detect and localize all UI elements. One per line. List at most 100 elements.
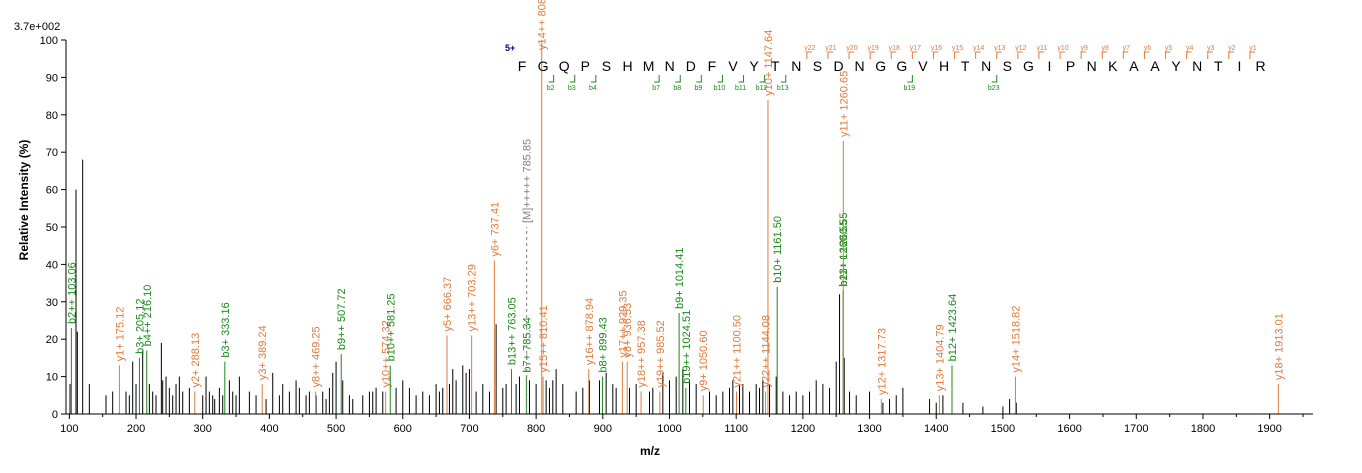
- sequence-residue: T: [1214, 58, 1223, 74]
- sequence-residue: I: [1048, 58, 1052, 74]
- peak-label: y8++ 469.25: [311, 326, 323, 387]
- peak-label: y16++ 878.94: [584, 298, 596, 365]
- y-ion-marker-label: y9: [1080, 45, 1088, 52]
- peak-label: b4++ 216.10: [142, 285, 154, 347]
- sequence-residue: K: [1108, 58, 1118, 74]
- y-ion-marker-label: y14: [973, 45, 984, 52]
- x-tick-label: 600: [394, 423, 412, 435]
- b-ion-marker-label: b19: [904, 85, 916, 92]
- x-tick-label: 1800: [1191, 423, 1215, 435]
- sequence-residue: H: [622, 58, 632, 74]
- y-ion-marker-label: y22: [804, 45, 815, 52]
- peak-label: b7+ 785.34: [521, 317, 533, 372]
- sequence-residue: D: [833, 58, 843, 74]
- sequence-residue: N: [1192, 58, 1202, 74]
- y-ion-marker-label: y21: [825, 45, 836, 52]
- sequence-residue: G: [1023, 58, 1034, 74]
- x-tick-label: 1100: [724, 423, 748, 435]
- peak-label: y14+ 1518.82: [1010, 306, 1022, 373]
- sequence-residue: N: [981, 58, 991, 74]
- x-tick-label: 1000: [657, 423, 681, 435]
- peak-label: y18+ 1913.01: [1273, 313, 1285, 380]
- b-ion-marker-label: b2: [547, 85, 555, 92]
- peak-label: b9++ 507.72: [336, 288, 348, 350]
- y-tick-label: 100: [40, 35, 58, 47]
- peak-label: y14++ 808.4: [537, 0, 549, 50]
- b-ion-marker: [569, 75, 576, 83]
- y-ticks: 0 10 20 30 40 50 60 70 80 90 100: [40, 35, 66, 421]
- b-ion-marker: [717, 75, 723, 83]
- sequence-residue: I: [1237, 58, 1241, 74]
- sequence-residue: G: [875, 58, 886, 74]
- y-ion-marker: [806, 51, 812, 59]
- b-ion-marker-label: b13: [777, 85, 789, 92]
- sequence-residue: V: [728, 58, 738, 74]
- x-tick-label: 200: [127, 423, 145, 435]
- sequence-residue: G: [896, 58, 907, 74]
- y-ion-marker-label: y7: [1123, 45, 1131, 52]
- y-tick-label: 40: [46, 259, 58, 271]
- y-ion-marker: [827, 51, 833, 59]
- y-ion-marker-label: y13: [994, 45, 1005, 52]
- y-ion-marker: [911, 51, 918, 59]
- y-ion-marker-label: y4: [1186, 45, 1194, 52]
- x-tick-label: 1700: [1124, 423, 1148, 435]
- unlabeled-peaks: [69, 159, 1017, 414]
- b-ion-marker-label: b10: [714, 85, 726, 92]
- y-ion-marker-label: y6: [1144, 45, 1152, 52]
- peak-label: y21++ 1100.50: [732, 315, 744, 388]
- y-ion-marker: [932, 51, 939, 59]
- y-ion-marker: [1207, 51, 1213, 59]
- b-ion-marker-label: b23: [988, 85, 1000, 92]
- y-tick-label: 70: [46, 147, 58, 159]
- peak-label: y15++ 810.41: [538, 305, 550, 372]
- b-ion-marker: [759, 75, 766, 83]
- y-ion-marker-label: y16: [931, 45, 942, 52]
- peak-label: y8+ 936.53: [622, 303, 634, 358]
- peak-label: y2+ 288.13: [190, 333, 202, 388]
- sequence-residue: D: [686, 58, 696, 74]
- sequence-residue: Q: [559, 58, 570, 74]
- peak-label: y13++ 703.29: [467, 264, 479, 331]
- y-ion-marker-label: y11: [1037, 45, 1048, 52]
- y-ion-marker: [1101, 51, 1108, 59]
- peak-label: b2++ 103.06: [66, 262, 78, 324]
- peak-label: y1+ 175.12: [114, 307, 126, 362]
- sequence-residue: S: [1003, 58, 1012, 74]
- y-ion-marker: [975, 51, 981, 59]
- peak-label: y12+ 1317.73: [876, 328, 888, 395]
- y-ion-marker: [1165, 51, 1171, 59]
- peak-label: y17++ 929.35: [617, 290, 629, 357]
- y-ion-marker-label: y15: [952, 45, 963, 52]
- y-ion-marker-label: y3: [1207, 45, 1215, 52]
- peak-label: y10+ 1147.64: [763, 30, 775, 96]
- sequence-residue: N: [791, 58, 801, 74]
- y-ion-marker: [1249, 51, 1255, 59]
- peak-label: y19++ 985.52: [655, 320, 667, 387]
- x-tick-label: 300: [194, 423, 212, 435]
- x-tick-label: 400: [260, 423, 278, 435]
- y-ion-marker: [1059, 51, 1066, 59]
- b-ion-marker-label: b12: [756, 85, 768, 92]
- sequence-residue: P: [581, 58, 590, 74]
- x-axis-title: m/z: [640, 444, 660, 458]
- b-ion-marker-label: b3: [568, 85, 576, 92]
- max-intensity-label: 3.7e+002: [14, 21, 60, 33]
- sequence-residue: A: [1150, 58, 1160, 74]
- y-ion-marker: [848, 51, 855, 59]
- peak-label: b10++ 581.25: [385, 293, 397, 361]
- y-tick-label: 10: [46, 372, 58, 384]
- sequence-residue: F: [708, 58, 717, 74]
- b-ion-marker: [907, 75, 913, 83]
- peak-label: y9+ 1050.60: [698, 330, 710, 391]
- peak-label: y13+ 1404.79: [934, 324, 946, 391]
- y-ion-marker: [1038, 51, 1044, 59]
- sequence-residue: R: [1255, 58, 1265, 74]
- x-ticks: 100 200 300 400 500 600 700 800 900 1000 1100 1200 1…: [60, 414, 1304, 435]
- sequence-residue: N: [665, 58, 675, 74]
- sequence-residue: S: [602, 58, 611, 74]
- y-ion-marker-label: y17: [910, 45, 921, 52]
- b-ion-marker: [696, 75, 702, 83]
